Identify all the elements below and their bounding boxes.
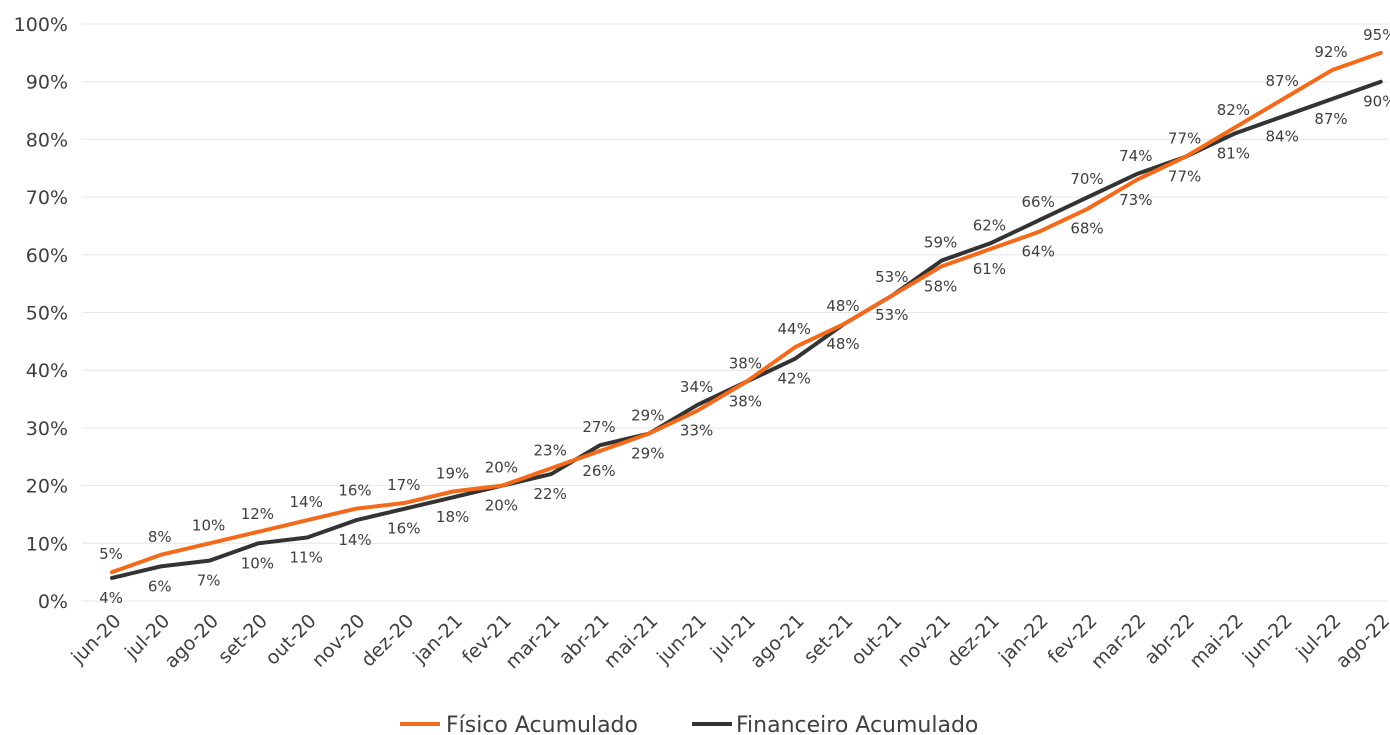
data-label-financeiro: 27% [582, 418, 615, 436]
data-label-financeiro: 38% [729, 393, 762, 411]
data-label-financeiro: 74% [1119, 147, 1152, 165]
y-tick-label: 70% [26, 187, 68, 209]
series-line-fisico [110, 50, 1383, 575]
data-label-fisico: 16% [338, 482, 371, 500]
data-label-financeiro: 48% [826, 335, 859, 353]
data-label-fisico: 26% [582, 462, 615, 480]
x-tick-label: nov-20 [308, 610, 370, 672]
x-tick-label: set-20 [214, 610, 272, 668]
x-tick-label: jan-22 [994, 610, 1053, 669]
data-label-fisico: 48% [826, 297, 859, 315]
y-tick-label: 80% [26, 129, 68, 151]
data-label-fisico: 68% [1070, 220, 1103, 238]
data-label-financeiro: 29% [631, 445, 664, 463]
x-tick-label: jan-21 [408, 610, 467, 669]
data-label-fisico: 8% [148, 528, 172, 546]
gridlines [82, 23, 1388, 602]
data-label-financeiro: 62% [973, 216, 1006, 234]
x-tick-label: dez-21 [943, 610, 1004, 671]
data-label-fisico: 82% [1217, 101, 1250, 119]
data-label-financeiro: 70% [1070, 170, 1103, 188]
x-tick-label: mar-21 [501, 610, 564, 673]
data-label-financeiro: 77% [1168, 168, 1201, 186]
data-label-financeiro: 7% [197, 572, 221, 590]
series-lines [110, 50, 1383, 580]
data-label-financeiro: 10% [241, 554, 274, 572]
x-tick-label: dez-20 [357, 610, 418, 671]
x-tick-label: ago-22 [1332, 610, 1390, 673]
data-label-financeiro: 87% [1314, 110, 1347, 128]
data-label-financeiro: 34% [680, 378, 713, 396]
data-label-fisico: 19% [436, 464, 469, 482]
data-label-financeiro: 42% [778, 370, 811, 388]
x-tick-label: set-21 [799, 610, 857, 668]
y-tick-label: 10% [26, 533, 68, 555]
y-axis-ticks: 0% 10% 20% 30% 40% 50% 60% 70% 80% 90% 100% [14, 14, 68, 613]
y-tick-label: 50% [26, 303, 68, 325]
data-label-financeiro: 90% [1363, 93, 1390, 111]
x-tick-label: jun-22 [1238, 610, 1297, 669]
data-label-financeiro: 11% [290, 549, 323, 567]
x-tick-label: mai-21 [600, 610, 663, 673]
data-labels: 5% 8% 10% 12% 14% 16% 17% 19% 20% 23% 26% 29% 33% 38%… [99, 26, 1390, 607]
y-tick-label: 60% [26, 245, 68, 267]
x-tick-label: jun-21 [652, 610, 711, 669]
data-label-fisico: 17% [387, 476, 420, 494]
data-label-financeiro: 84% [1266, 127, 1299, 145]
y-tick-label: 100% [14, 14, 68, 36]
data-label-fisico: 23% [534, 441, 567, 459]
data-label-financeiro: 53% [875, 306, 908, 324]
data-label-fisico: 38% [729, 355, 762, 373]
data-label-fisico: 12% [241, 505, 274, 523]
data-label-fisico: 77% [1168, 130, 1201, 148]
data-label-fisico: 92% [1314, 43, 1347, 61]
data-label-fisico: 87% [1266, 72, 1299, 90]
data-label-fisico: 44% [778, 320, 811, 338]
data-label-financeiro: 16% [387, 520, 420, 538]
data-label-financeiro: 20% [485, 497, 518, 515]
data-label-fisico: 33% [680, 422, 713, 440]
data-label-financeiro: 6% [148, 577, 172, 595]
y-tick-label: 90% [26, 72, 68, 94]
data-label-financeiro: 59% [924, 234, 957, 252]
y-tick-label: 20% [26, 476, 68, 498]
data-label-fisico: 58% [924, 277, 957, 295]
data-label-financeiro: 81% [1217, 145, 1250, 163]
data-label-fisico: 61% [973, 260, 1006, 278]
x-tick-label: ago-21 [746, 610, 809, 673]
data-label-financeiro: 66% [1022, 193, 1055, 211]
x-axis-ticks: jun-20jul-20ago-20set-20out-20nov-20dez-… [67, 610, 1390, 673]
legend: Físico Acumulado Financeiro Acumulado [400, 713, 978, 735]
data-label-financeiro: 22% [534, 485, 567, 503]
data-label-fisico: 64% [1022, 243, 1055, 261]
x-tick-label: mar-22 [1087, 610, 1150, 673]
data-label-financeiro: 14% [338, 531, 371, 549]
data-label-fisico: 20% [485, 459, 518, 477]
x-tick-label: jun-20 [67, 610, 126, 669]
data-label-fisico: 14% [290, 493, 323, 511]
x-tick-label: nov-21 [893, 610, 955, 672]
data-label-financeiro: 18% [436, 508, 469, 526]
y-tick-label: 30% [26, 418, 68, 440]
legend-label-fisico: Físico Acumulado [446, 713, 638, 735]
x-tick-label: mai-22 [1185, 610, 1248, 673]
data-label-fisico: 95% [1363, 26, 1390, 44]
legend-label-financeiro: Financeiro Acumulado [736, 713, 978, 735]
data-label-fisico: 29% [631, 407, 664, 425]
data-label-fisico: 5% [99, 545, 123, 563]
x-tick-label: ago-20 [160, 610, 223, 673]
data-label-financeiro: 4% [99, 589, 123, 607]
data-label-fisico: 73% [1119, 191, 1152, 209]
data-label-fisico: 10% [192, 516, 225, 534]
data-label-fisico: 53% [875, 268, 908, 286]
y-tick-label: 40% [26, 360, 68, 382]
y-tick-label: 0% [38, 591, 68, 613]
